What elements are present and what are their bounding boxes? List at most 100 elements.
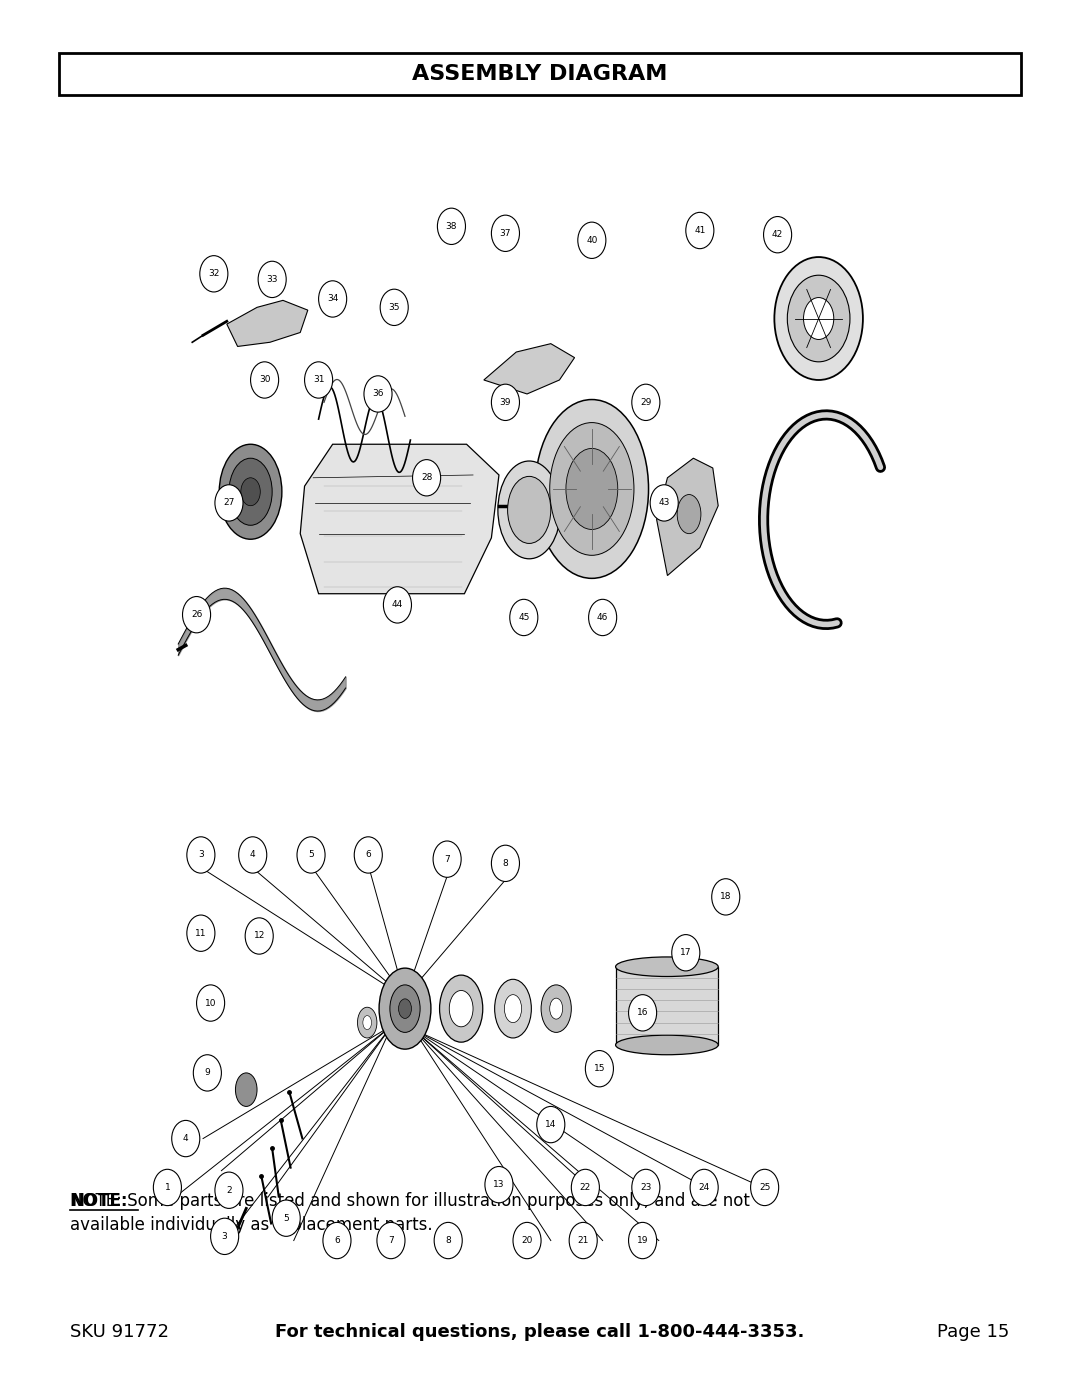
Circle shape (272, 1200, 300, 1236)
Text: 43: 43 (659, 499, 670, 507)
Text: ASSEMBLY DIAGRAM: ASSEMBLY DIAGRAM (413, 64, 667, 84)
Ellipse shape (787, 275, 850, 362)
Ellipse shape (616, 1035, 718, 1055)
Text: 12: 12 (254, 932, 265, 940)
Ellipse shape (357, 1007, 377, 1038)
Circle shape (193, 1055, 221, 1091)
Text: 39: 39 (500, 398, 511, 407)
Circle shape (319, 281, 347, 317)
Circle shape (153, 1169, 181, 1206)
Ellipse shape (550, 997, 563, 1020)
Ellipse shape (550, 422, 634, 555)
Text: 40: 40 (586, 236, 597, 244)
Text: 3: 3 (198, 851, 204, 859)
Text: 28: 28 (421, 474, 432, 482)
Circle shape (187, 915, 215, 951)
Text: 36: 36 (373, 390, 383, 398)
Text: NOTE: Some parts are listed and shown for illustration purposes only, and are no: NOTE: Some parts are listed and shown fo… (70, 1192, 751, 1210)
Text: 31: 31 (313, 376, 324, 384)
Ellipse shape (495, 979, 531, 1038)
Ellipse shape (241, 478, 260, 506)
Ellipse shape (774, 257, 863, 380)
Circle shape (571, 1169, 599, 1206)
Text: 5: 5 (308, 851, 314, 859)
Ellipse shape (541, 985, 571, 1032)
Circle shape (632, 384, 660, 420)
Text: 1: 1 (164, 1183, 171, 1192)
Circle shape (632, 1169, 660, 1206)
Circle shape (650, 485, 678, 521)
Text: 16: 16 (637, 1009, 648, 1017)
Text: 18: 18 (720, 893, 731, 901)
Text: 8: 8 (445, 1236, 451, 1245)
Circle shape (200, 256, 228, 292)
Circle shape (629, 995, 657, 1031)
Text: 30: 30 (259, 376, 270, 384)
Text: 44: 44 (392, 601, 403, 609)
Circle shape (569, 1222, 597, 1259)
Text: 34: 34 (327, 295, 338, 303)
Polygon shape (227, 300, 308, 346)
Circle shape (172, 1120, 200, 1157)
Text: 32: 32 (208, 270, 219, 278)
Ellipse shape (498, 461, 561, 559)
Circle shape (251, 362, 279, 398)
Text: 5: 5 (283, 1214, 289, 1222)
Circle shape (215, 485, 243, 521)
Circle shape (364, 376, 392, 412)
Text: 2: 2 (226, 1186, 232, 1194)
Polygon shape (657, 458, 718, 576)
Circle shape (239, 837, 267, 873)
Circle shape (197, 985, 225, 1021)
Text: 7: 7 (444, 855, 450, 863)
Text: 25: 25 (759, 1183, 770, 1192)
Text: 42: 42 (772, 231, 783, 239)
Polygon shape (300, 444, 499, 594)
Circle shape (305, 362, 333, 398)
Circle shape (578, 222, 606, 258)
Circle shape (537, 1106, 565, 1143)
Circle shape (510, 599, 538, 636)
Text: 20: 20 (522, 1236, 532, 1245)
Text: 33: 33 (267, 275, 278, 284)
Text: 14: 14 (545, 1120, 556, 1129)
Ellipse shape (379, 968, 431, 1049)
Ellipse shape (504, 995, 522, 1023)
Polygon shape (484, 344, 575, 394)
Text: 26: 26 (191, 610, 202, 619)
Circle shape (433, 841, 461, 877)
Circle shape (354, 837, 382, 873)
Text: 23: 23 (640, 1183, 651, 1192)
Ellipse shape (235, 1073, 257, 1106)
Text: 10: 10 (205, 999, 216, 1007)
Text: 38: 38 (446, 222, 457, 231)
Circle shape (187, 837, 215, 873)
Ellipse shape (536, 400, 649, 578)
Text: NOTE:: NOTE: (70, 1192, 127, 1210)
Circle shape (258, 261, 286, 298)
Circle shape (712, 879, 740, 915)
Ellipse shape (677, 495, 701, 534)
Ellipse shape (616, 957, 718, 977)
Text: 35: 35 (389, 303, 400, 312)
Text: SKU 91772: SKU 91772 (70, 1323, 170, 1341)
Ellipse shape (399, 999, 411, 1018)
Circle shape (383, 587, 411, 623)
Ellipse shape (440, 975, 483, 1042)
Circle shape (686, 212, 714, 249)
Text: 7: 7 (388, 1236, 394, 1245)
Text: 27: 27 (224, 499, 234, 507)
Circle shape (491, 215, 519, 251)
Text: 4: 4 (249, 851, 256, 859)
Text: 9: 9 (204, 1069, 211, 1077)
Ellipse shape (449, 990, 473, 1027)
Text: 19: 19 (637, 1236, 648, 1245)
Ellipse shape (229, 458, 272, 525)
FancyBboxPatch shape (59, 53, 1021, 95)
Text: 21: 21 (578, 1236, 589, 1245)
Ellipse shape (508, 476, 551, 543)
Text: 6: 6 (334, 1236, 340, 1245)
Text: available individually as replacement parts.: available individually as replacement pa… (70, 1215, 433, 1234)
Circle shape (413, 460, 441, 496)
Ellipse shape (363, 1016, 372, 1030)
